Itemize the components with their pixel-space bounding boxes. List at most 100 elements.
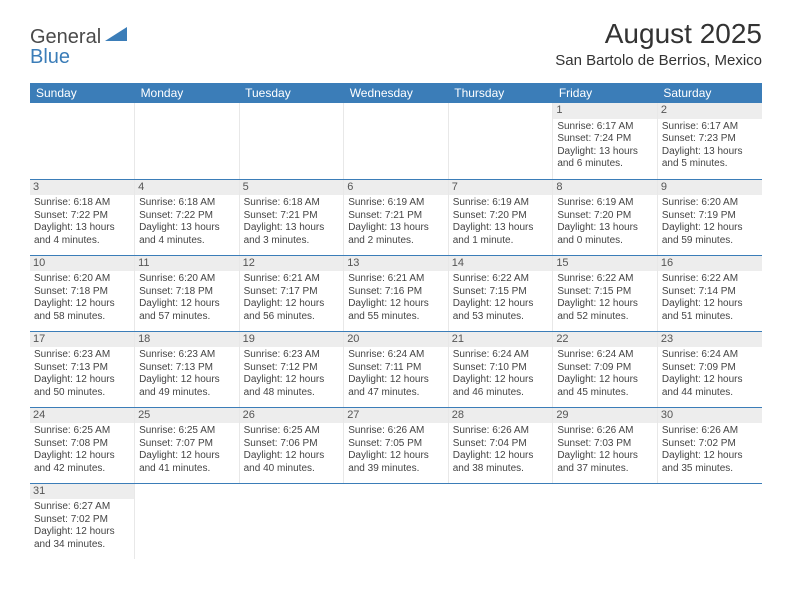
- sunrise-line: Sunrise: 6:25 AM: [34, 425, 130, 438]
- day-number: 15: [553, 256, 657, 272]
- calendar-cell: 27Sunrise: 6:26 AMSunset: 7:05 PMDayligh…: [344, 407, 449, 483]
- daylight-line: Daylight: 12 hours and 34 minutes.: [34, 526, 130, 551]
- sunset-line: Sunset: 7:15 PM: [453, 286, 549, 299]
- day-number: 27: [344, 408, 448, 424]
- daylight-line: Daylight: 12 hours and 44 minutes.: [662, 374, 758, 399]
- daylight-line: Daylight: 12 hours and 41 minutes.: [139, 450, 235, 475]
- calendar-cell: 22Sunrise: 6:24 AMSunset: 7:09 PMDayligh…: [553, 331, 658, 407]
- calendar-cell: 14Sunrise: 6:22 AMSunset: 7:15 PMDayligh…: [448, 255, 553, 331]
- calendar-cell: 19Sunrise: 6:23 AMSunset: 7:12 PMDayligh…: [239, 331, 344, 407]
- calendar-body: 1Sunrise: 6:17 AMSunset: 7:24 PMDaylight…: [30, 103, 762, 559]
- calendar-cell: 7Sunrise: 6:19 AMSunset: 7:20 PMDaylight…: [448, 179, 553, 255]
- sunset-line: Sunset: 7:17 PM: [244, 286, 340, 299]
- calendar-row: 3Sunrise: 6:18 AMSunset: 7:22 PMDaylight…: [30, 179, 762, 255]
- calendar-row: 1Sunrise: 6:17 AMSunset: 7:24 PMDaylight…: [30, 103, 762, 179]
- day-number: 5: [240, 180, 344, 196]
- calendar-cell: [135, 483, 240, 559]
- location: San Bartolo de Berrios, Mexico: [555, 52, 762, 69]
- calendar-table: SundayMondayTuesdayWednesdayThursdayFrid…: [30, 83, 762, 559]
- calendar-cell: 23Sunrise: 6:24 AMSunset: 7:09 PMDayligh…: [657, 331, 762, 407]
- month-title: August 2025: [555, 18, 762, 50]
- daylight-line: Daylight: 13 hours and 4 minutes.: [34, 222, 130, 247]
- calendar-cell: 9Sunrise: 6:20 AMSunset: 7:19 PMDaylight…: [657, 179, 762, 255]
- sunset-line: Sunset: 7:03 PM: [557, 438, 653, 451]
- day-number: 10: [30, 256, 134, 272]
- day-number: 21: [449, 332, 553, 348]
- daylight-line: Daylight: 12 hours and 58 minutes.: [34, 298, 130, 323]
- sunrise-line: Sunrise: 6:25 AM: [139, 425, 235, 438]
- sunset-line: Sunset: 7:12 PM: [244, 362, 340, 375]
- day-number: 29: [553, 408, 657, 424]
- day-number: 8: [553, 180, 657, 196]
- daylight-line: Daylight: 12 hours and 53 minutes.: [453, 298, 549, 323]
- sunset-line: Sunset: 7:21 PM: [244, 210, 340, 223]
- sunrise-line: Sunrise: 6:22 AM: [662, 273, 758, 286]
- day-number: 20: [344, 332, 448, 348]
- sunrise-line: Sunrise: 6:18 AM: [244, 197, 340, 210]
- sunset-line: Sunset: 7:05 PM: [348, 438, 444, 451]
- day-number: 23: [658, 332, 762, 348]
- sunset-line: Sunset: 7:02 PM: [34, 514, 130, 527]
- daylight-line: Daylight: 12 hours and 59 minutes.: [662, 222, 758, 247]
- sunrise-line: Sunrise: 6:26 AM: [348, 425, 444, 438]
- calendar-cell: 17Sunrise: 6:23 AMSunset: 7:13 PMDayligh…: [30, 331, 135, 407]
- calendar-cell: 20Sunrise: 6:24 AMSunset: 7:11 PMDayligh…: [344, 331, 449, 407]
- daylight-line: Daylight: 13 hours and 4 minutes.: [139, 222, 235, 247]
- day-number: 12: [240, 256, 344, 272]
- sunset-line: Sunset: 7:08 PM: [34, 438, 130, 451]
- daylight-line: Daylight: 12 hours and 51 minutes.: [662, 298, 758, 323]
- daylight-line: Daylight: 12 hours and 39 minutes.: [348, 450, 444, 475]
- day-number: 18: [135, 332, 239, 348]
- sunset-line: Sunset: 7:24 PM: [557, 133, 653, 146]
- daylight-line: Daylight: 12 hours and 49 minutes.: [139, 374, 235, 399]
- day-number: 30: [658, 408, 762, 424]
- daylight-line: Daylight: 12 hours and 48 minutes.: [244, 374, 340, 399]
- day-number: 6: [344, 180, 448, 196]
- daylight-line: Daylight: 12 hours and 45 minutes.: [557, 374, 653, 399]
- day-number: 22: [553, 332, 657, 348]
- sunrise-line: Sunrise: 6:19 AM: [557, 197, 653, 210]
- calendar-cell: 29Sunrise: 6:26 AMSunset: 7:03 PMDayligh…: [553, 407, 658, 483]
- sunrise-line: Sunrise: 6:20 AM: [662, 197, 758, 210]
- sunset-line: Sunset: 7:22 PM: [139, 210, 235, 223]
- daylight-line: Daylight: 13 hours and 0 minutes.: [557, 222, 653, 247]
- calendar-cell: 21Sunrise: 6:24 AMSunset: 7:10 PMDayligh…: [448, 331, 553, 407]
- sunset-line: Sunset: 7:10 PM: [453, 362, 549, 375]
- calendar-cell: [344, 483, 449, 559]
- day-number: 17: [30, 332, 134, 348]
- day-number: 13: [344, 256, 448, 272]
- sunrise-line: Sunrise: 6:26 AM: [662, 425, 758, 438]
- calendar-cell: 28Sunrise: 6:26 AMSunset: 7:04 PMDayligh…: [448, 407, 553, 483]
- logo-text-blue: Blue: [30, 46, 70, 69]
- day-number: 14: [449, 256, 553, 272]
- sunset-line: Sunset: 7:22 PM: [34, 210, 130, 223]
- sunrise-line: Sunrise: 6:24 AM: [557, 349, 653, 362]
- header: General August 2025 San Bartolo de Berri…: [0, 0, 792, 75]
- day-header: Friday: [553, 83, 658, 103]
- sunrise-line: Sunrise: 6:19 AM: [348, 197, 444, 210]
- sunrise-line: Sunrise: 6:23 AM: [34, 349, 130, 362]
- day-header-row: SundayMondayTuesdayWednesdayThursdayFrid…: [30, 83, 762, 103]
- sunset-line: Sunset: 7:04 PM: [453, 438, 549, 451]
- sunrise-line: Sunrise: 6:17 AM: [557, 121, 653, 134]
- day-number: 3: [30, 180, 134, 196]
- daylight-line: Daylight: 12 hours and 56 minutes.: [244, 298, 340, 323]
- daylight-line: Daylight: 12 hours and 50 minutes.: [34, 374, 130, 399]
- sunset-line: Sunset: 7:18 PM: [139, 286, 235, 299]
- calendar-cell: 3Sunrise: 6:18 AMSunset: 7:22 PMDaylight…: [30, 179, 135, 255]
- sunset-line: Sunset: 7:19 PM: [662, 210, 758, 223]
- day-number: 24: [30, 408, 134, 424]
- sunrise-line: Sunrise: 6:19 AM: [453, 197, 549, 210]
- sunset-line: Sunset: 7:20 PM: [453, 210, 549, 223]
- daylight-line: Daylight: 12 hours and 37 minutes.: [557, 450, 653, 475]
- daylight-line: Daylight: 12 hours and 40 minutes.: [244, 450, 340, 475]
- calendar-cell: 6Sunrise: 6:19 AMSunset: 7:21 PMDaylight…: [344, 179, 449, 255]
- daylight-line: Daylight: 13 hours and 1 minute.: [453, 222, 549, 247]
- day-number: 31: [30, 484, 134, 500]
- day-number: 11: [135, 256, 239, 272]
- sunrise-line: Sunrise: 6:23 AM: [244, 349, 340, 362]
- calendar-row: 17Sunrise: 6:23 AMSunset: 7:13 PMDayligh…: [30, 331, 762, 407]
- daylight-line: Daylight: 13 hours and 2 minutes.: [348, 222, 444, 247]
- calendar-cell: 15Sunrise: 6:22 AMSunset: 7:15 PMDayligh…: [553, 255, 658, 331]
- day-header: Saturday: [657, 83, 762, 103]
